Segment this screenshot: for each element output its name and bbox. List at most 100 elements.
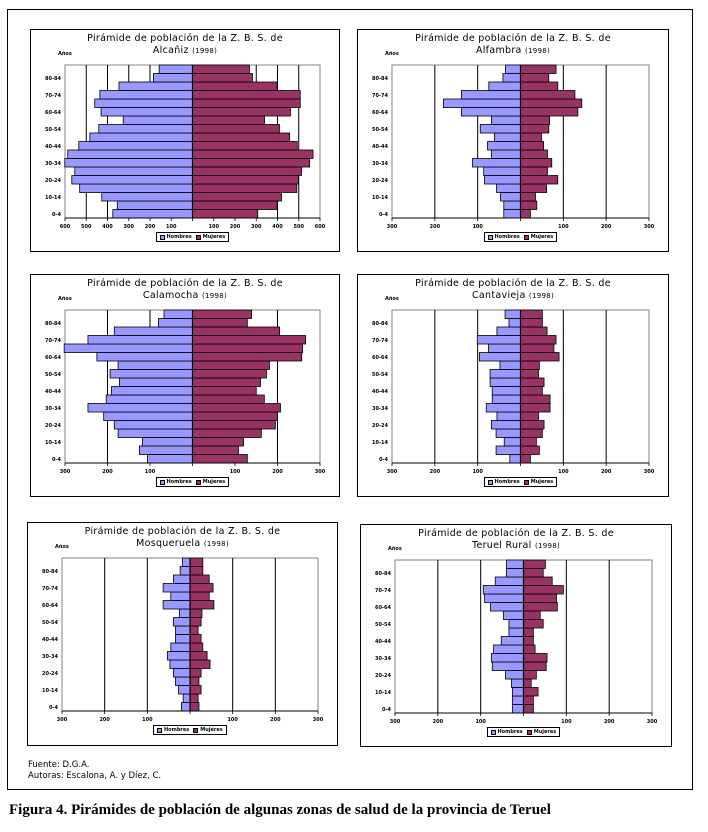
bar-hombres-0-4 [112,209,193,219]
bar-mujeres-40-44 [192,386,257,396]
y-tick-label: 30-34 [372,161,389,167]
x-tick-label: 300 [251,224,262,230]
bar-hombres-5-9 [495,445,521,455]
chart-title-place: Cantavieja [472,290,526,301]
x-tick-label: 100 [227,717,238,723]
bar-hombres-40-44 [500,636,524,646]
bar-hombres-80-84 [179,566,191,576]
bar-hombres-65-69 [443,98,521,108]
bar-mujeres-85+ [192,309,252,319]
x-tick-label: 300 [647,719,658,725]
x-tick-label: 600 [315,224,326,230]
bar-hombres-85+ [163,309,193,319]
bar-mujeres-55-59 [523,610,541,620]
x-tick-label: 200 [433,719,444,725]
bar-hombres-75-79 [118,81,193,91]
chart-title: Pirámide de población de la Z. B. S. de … [28,526,337,550]
bar-mujeres-40-44 [520,141,545,151]
bar-mujeres-75-79 [520,81,559,91]
legend-item-mujeres: Mujeres [195,234,225,240]
bar-hombres-60-64 [162,600,191,610]
bar-hombres-65-69 [63,343,193,353]
bar-mujeres-80-84 [192,318,248,328]
y-axis-label: Años [55,544,69,550]
bar-mujeres-0-4 [520,209,531,219]
x-tick-label: 200 [601,469,612,475]
bar-hombres-25-29 [169,659,191,669]
bar-mujeres-80-84 [189,566,204,576]
x-tick-label: 500 [81,224,92,230]
bar-hombres-55-59 [117,360,193,370]
y-tick-label: 70-74 [45,338,62,344]
chart-title-line1: Pirámide de población de la Z. B. S. de [87,33,283,44]
chart-panel-alcaniz: Pirámide de población de la Z. B. S. de … [30,29,340,252]
bar-mujeres-85+ [523,559,546,569]
bar-mujeres-60-64 [523,602,558,612]
bar-hombres-45-49 [489,377,521,387]
bar-hombres-20-24 [484,175,521,185]
bar-hombres-75-79 [494,576,524,586]
source-note: Fuente: D.G.A. [28,760,90,770]
chart-title-place: Alfambra [475,45,522,56]
bar-mujeres-70-74 [192,335,306,345]
figure-footer: Fuente: D.G.A. Autoras: Escalona, A. y D… [28,760,161,782]
bar-mujeres-15-19 [520,183,548,193]
bar-hombres-15-19 [495,428,521,438]
chart-title-line1: Pirámide de población de la Z. B. S. de [415,33,611,44]
bar-hombres-45-49 [493,132,521,142]
bar-mujeres-25-29 [192,411,278,421]
bar-mujeres-80-84 [192,73,253,83]
y-tick-label: 40-44 [375,639,392,645]
x-tick-label: 100 [142,717,153,723]
bar-mujeres-25-29 [189,659,211,669]
bar-mujeres-35-39 [520,394,551,404]
x-tick-label: 300 [60,469,71,475]
legend-item-mujeres: Mujeres [193,727,223,733]
y-tick-label: 10-14 [42,688,59,694]
bar-hombres-20-24 [71,175,193,185]
bar-mujeres-75-79 [189,574,210,584]
x-tick-label: 300 [644,224,655,230]
bar-mujeres-60-64 [192,352,303,362]
bar-mujeres-50-54 [192,124,280,134]
bar-mujeres-75-79 [520,326,548,336]
x-tick-label: 300 [124,224,135,230]
chart-title-year: (1998) [534,542,561,550]
bar-mujeres-40-44 [520,386,543,396]
y-tick-label: 70-74 [372,338,389,344]
x-tick-label: 100 [209,224,220,230]
bar-mujeres-0-4 [520,454,531,464]
y-tick-label: 20-24 [45,423,62,429]
bar-mujeres-10-14 [523,687,539,697]
bar-mujeres-35-39 [192,149,314,159]
bar-hombres-75-79 [496,326,521,336]
bar-hombres-45-49 [119,377,193,387]
y-tick-label: 40-44 [45,389,62,395]
bar-hombres-80-84 [153,73,193,83]
bar-hombres-65-69 [487,343,521,353]
bar-hombres-55-59 [490,115,521,125]
bar-hombres-5-9 [138,445,193,455]
legend-swatch-mujeres [195,234,201,240]
legend-label-mujeres: Mujeres [200,727,223,733]
x-tick-label: 100 [561,719,572,725]
bar-mujeres-30-34 [192,158,310,168]
x-tick-label: 100 [230,469,241,475]
y-tick-label: 10-14 [45,440,62,446]
legend-label-hombres: Hombres [166,479,192,485]
bar-mujeres-35-39 [189,642,204,652]
x-tick-label: 200 [272,469,283,475]
bar-mujeres-70-74 [520,335,557,345]
bar-mujeres-0-4 [192,454,248,464]
y-tick-label: 50-54 [42,620,59,626]
y-tick-label: 20-24 [45,178,62,184]
x-tick-label: 100 [472,224,483,230]
x-tick-label: 100 [558,469,569,475]
bar-hombres-70-74 [460,90,521,100]
y-tick-label: 40-44 [42,637,59,643]
bar-mujeres-55-59 [192,360,270,370]
figure-caption: Figura 4. Pirámides de población de algu… [9,802,551,818]
chart-title-year: (1998) [192,47,218,55]
x-tick-label: 200 [145,224,156,230]
y-tick-label: 70-74 [372,93,389,99]
